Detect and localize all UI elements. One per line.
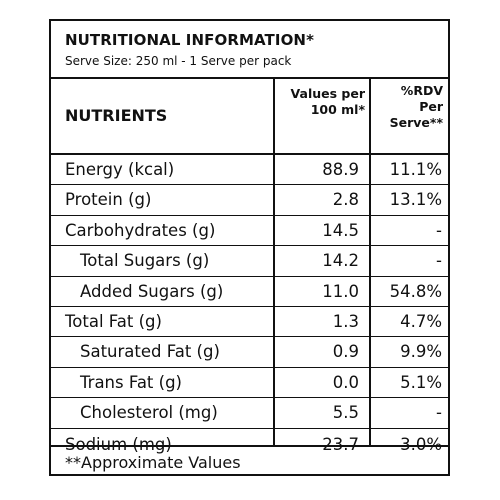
nutrient-rdv: - — [436, 403, 442, 423]
column-divider-rdv — [369, 79, 371, 446]
header-rdv-line3: Serve** — [389, 115, 443, 130]
nutrient-value: 88.9 — [322, 160, 359, 179]
nutrient-rdv: - — [436, 220, 442, 240]
header-rdv-line1: %RDV — [400, 83, 443, 98]
table-row-total-fat: Total Fat (g) 1.3 4.7% — [51, 307, 448, 338]
nutrient-rdv: 13.1% — [389, 190, 442, 210]
nutrient-value: 1.3 — [332, 312, 359, 331]
header-rdv-per-serve: %RDV Per Serve** — [369, 83, 443, 131]
table-row-saturated-fat: Saturated Fat (g) 0.9 9.9% — [51, 337, 448, 368]
table-row-carbohydrates: Carbohydrates (g) 14.5 - — [51, 216, 448, 247]
header-rdv-line2: Per — [419, 99, 443, 114]
header-values-line1: Values per — [290, 86, 365, 101]
nutrition-facts-panel: NUTRITIONAL INFORMATION* Serve Size: 250… — [49, 19, 450, 476]
nutrient-name: Trans Fat (g) — [80, 372, 182, 392]
header-values-line2: 100 ml* — [310, 102, 365, 117]
nutrient-value: 5.5 — [332, 403, 359, 423]
nutrient-name: Added Sugars (g) — [80, 281, 224, 301]
nutrient-rdv: 3.0% — [400, 435, 442, 454]
table-row-added-sugars: Added Sugars (g) 11.0 54.8% — [51, 277, 448, 307]
nutrient-value: 0.9 — [332, 342, 359, 362]
nutrient-rdv: 5.1% — [400, 372, 442, 392]
nutrient-name: Sodium (mg) — [65, 435, 172, 454]
footnote: **Approximate Values — [65, 453, 241, 472]
nutrient-value: 11.0 — [322, 281, 359, 301]
table-row-protein: Protein (g) 2.8 13.1% — [51, 185, 448, 216]
table-row-total-sugars: Total Sugars (g) 14.2 - — [51, 246, 448, 277]
nutrient-value: 0.0 — [332, 372, 359, 392]
nutrient-name: Carbohydrates (g) — [65, 220, 216, 240]
nutrient-rdv: 11.1% — [389, 160, 442, 179]
nutrient-name: Protein (g) — [65, 190, 152, 210]
nutrient-rdv: 54.8% — [389, 281, 442, 301]
nutrient-value: 14.2 — [322, 251, 359, 271]
nutrient-rdv: 9.9% — [400, 342, 442, 362]
column-divider-values — [273, 79, 275, 446]
nutrient-name: Energy (kcal) — [65, 160, 175, 179]
title-block: NUTRITIONAL INFORMATION* Serve Size: 250… — [51, 21, 448, 79]
nutrient-value: 14.5 — [322, 220, 359, 240]
nutrient-name: Saturated Fat (g) — [80, 342, 220, 362]
table-row-sodium-content: Sodium (mg) 23.7 3.0% — [51, 417, 448, 454]
header-values-per-100ml: Values per 100 ml* — [273, 86, 365, 118]
header-nutrients: NUTRIENTS — [65, 106, 168, 125]
table-row-trans-fat: Trans Fat (g) 0.0 5.1% — [51, 368, 448, 399]
nutrient-rdv: - — [436, 251, 442, 271]
table-row-cholesterol: Cholesterol (mg) 5.5 - — [51, 398, 448, 429]
table-row-energy: Energy (kcal) 88.9 11.1% — [51, 155, 448, 186]
nutrient-name: Total Fat (g) — [65, 312, 162, 331]
nutrient-name: Cholesterol (mg) — [80, 403, 218, 423]
nutrient-value: 23.7 — [322, 435, 359, 454]
nutrient-rdv: 4.7% — [400, 312, 442, 331]
table-header: NUTRIENTS Values per 100 ml* %RDV Per Se… — [51, 79, 448, 155]
panel-title: NUTRITIONAL INFORMATION* — [65, 31, 315, 49]
nutrient-value: 2.8 — [332, 190, 359, 210]
serve-size: Serve Size: 250 ml - 1 Serve per pack — [65, 54, 292, 68]
table-row-sodium — [51, 429, 448, 447]
nutrient-name: Total Sugars (g) — [80, 251, 210, 271]
